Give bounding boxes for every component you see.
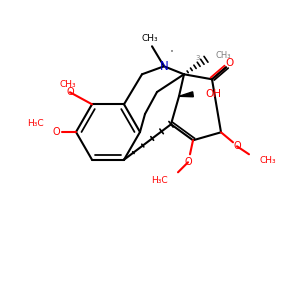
Text: CH₃: CH₃ xyxy=(259,156,276,165)
Text: O: O xyxy=(66,87,74,97)
Text: O: O xyxy=(226,58,234,68)
Text: •: • xyxy=(170,49,174,55)
Text: O: O xyxy=(233,141,241,151)
Text: 3: 3 xyxy=(196,55,200,61)
Text: O: O xyxy=(184,157,192,167)
Text: N: N xyxy=(160,60,168,73)
Text: H₃C: H₃C xyxy=(152,176,168,185)
Text: H₃C: H₃C xyxy=(27,119,44,128)
Text: CH₃: CH₃ xyxy=(60,80,76,89)
Text: OH: OH xyxy=(205,89,221,99)
Text: CH₃: CH₃ xyxy=(142,34,158,43)
Polygon shape xyxy=(179,92,194,97)
Text: CH₃: CH₃ xyxy=(216,51,232,60)
Text: O: O xyxy=(52,127,60,137)
